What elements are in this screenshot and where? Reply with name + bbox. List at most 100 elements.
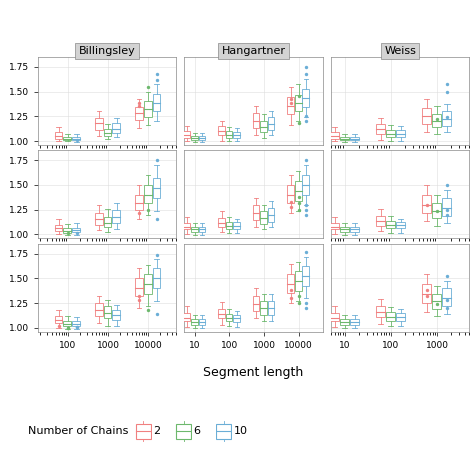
Bar bbox=[72, 137, 80, 140]
Bar bbox=[260, 301, 267, 315]
Bar bbox=[183, 131, 190, 138]
Point bbox=[136, 209, 143, 217]
Point bbox=[136, 296, 143, 304]
Bar bbox=[295, 181, 301, 201]
Point bbox=[443, 211, 451, 219]
Bar bbox=[104, 217, 111, 227]
Point bbox=[302, 211, 310, 219]
Point bbox=[443, 304, 451, 312]
Point bbox=[302, 201, 310, 209]
Bar bbox=[268, 301, 274, 315]
Point bbox=[73, 230, 80, 237]
Bar bbox=[183, 223, 190, 229]
Bar bbox=[422, 284, 431, 303]
Point bbox=[302, 206, 310, 213]
Bar bbox=[233, 132, 240, 138]
Bar bbox=[95, 213, 102, 225]
Point bbox=[423, 292, 430, 300]
Bar bbox=[287, 274, 294, 293]
Bar bbox=[144, 185, 152, 203]
Text: Number of Chains: Number of Chains bbox=[27, 426, 128, 437]
Point bbox=[153, 70, 161, 78]
Point bbox=[295, 292, 302, 300]
Point bbox=[443, 206, 451, 213]
Text: Segment length: Segment length bbox=[203, 365, 304, 379]
Point bbox=[153, 310, 161, 318]
Bar bbox=[55, 225, 63, 231]
Point bbox=[153, 156, 161, 164]
Point bbox=[423, 286, 430, 294]
Bar bbox=[295, 272, 301, 291]
Bar bbox=[386, 220, 395, 228]
Bar bbox=[268, 117, 274, 130]
Bar bbox=[442, 198, 451, 216]
Bar bbox=[386, 130, 395, 137]
Bar bbox=[72, 228, 80, 232]
Bar bbox=[199, 136, 205, 140]
Point bbox=[136, 292, 143, 300]
Bar bbox=[191, 319, 198, 325]
Bar bbox=[226, 314, 232, 321]
Bar bbox=[432, 114, 441, 127]
Bar bbox=[199, 227, 205, 232]
Bar bbox=[144, 274, 152, 294]
Bar bbox=[191, 136, 198, 140]
Point bbox=[287, 294, 295, 302]
Point bbox=[302, 112, 310, 120]
Point bbox=[302, 63, 310, 71]
Bar bbox=[253, 113, 259, 128]
Point bbox=[423, 201, 430, 209]
Point bbox=[287, 100, 295, 107]
Bar bbox=[218, 126, 225, 135]
Bar bbox=[302, 89, 309, 108]
Point bbox=[73, 323, 80, 331]
Point bbox=[302, 299, 310, 307]
Point bbox=[287, 203, 295, 210]
Bar bbox=[340, 319, 349, 325]
Bar bbox=[135, 195, 143, 210]
Point bbox=[302, 156, 310, 164]
Bar bbox=[340, 227, 349, 232]
Bar bbox=[112, 123, 120, 133]
Bar bbox=[135, 108, 143, 120]
Point bbox=[443, 80, 451, 87]
Point bbox=[287, 96, 295, 103]
Bar bbox=[64, 137, 71, 140]
Bar bbox=[191, 227, 198, 232]
Bar bbox=[287, 185, 294, 203]
Bar bbox=[386, 312, 395, 321]
Bar bbox=[55, 316, 63, 323]
Bar bbox=[287, 98, 294, 114]
Point bbox=[302, 304, 310, 312]
Bar bbox=[396, 130, 405, 137]
Point bbox=[287, 286, 295, 294]
Bar bbox=[442, 288, 451, 306]
Point bbox=[295, 193, 302, 201]
Bar bbox=[95, 303, 102, 316]
Bar bbox=[153, 268, 160, 288]
Bar bbox=[260, 121, 267, 132]
Point bbox=[64, 324, 72, 332]
Point bbox=[153, 76, 161, 83]
Point bbox=[64, 230, 72, 237]
Point bbox=[433, 301, 441, 308]
Point bbox=[443, 296, 451, 304]
Bar bbox=[104, 129, 111, 136]
Point bbox=[302, 118, 310, 125]
Bar bbox=[442, 111, 451, 126]
Bar bbox=[330, 132, 338, 139]
Point bbox=[295, 119, 302, 127]
Bar bbox=[64, 321, 71, 326]
Bar bbox=[432, 203, 441, 218]
Point bbox=[295, 299, 302, 307]
Bar bbox=[340, 137, 349, 140]
Title: Weiss: Weiss bbox=[384, 46, 416, 56]
Bar bbox=[72, 321, 80, 326]
Point bbox=[302, 70, 310, 78]
Point bbox=[144, 306, 152, 314]
Bar bbox=[295, 94, 301, 111]
Bar bbox=[350, 137, 359, 140]
Point bbox=[302, 248, 310, 255]
Point bbox=[443, 273, 451, 280]
Text: 10: 10 bbox=[234, 426, 248, 437]
